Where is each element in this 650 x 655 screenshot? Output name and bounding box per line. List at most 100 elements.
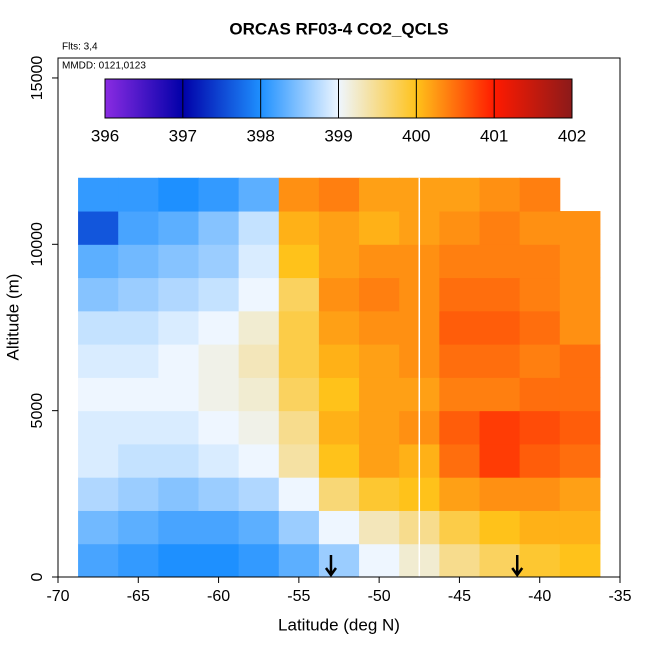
heat-cell bbox=[359, 310, 400, 345]
heat-cell bbox=[318, 543, 360, 578]
heat-cell bbox=[158, 377, 199, 412]
x-tick-label: -55 bbox=[287, 588, 310, 605]
heat-cell bbox=[278, 344, 320, 378]
heat-cell bbox=[78, 443, 119, 478]
heat-cell bbox=[118, 177, 159, 212]
y-axis-label: Altitude (m) bbox=[3, 274, 22, 361]
colorbar-tick-label: 397 bbox=[169, 126, 197, 145]
heat-cell bbox=[198, 177, 240, 212]
heat-cell bbox=[559, 344, 601, 378]
heat-cell bbox=[118, 510, 159, 545]
heat-cell bbox=[439, 344, 480, 378]
heat-cell bbox=[559, 410, 601, 445]
x-tick-label: -50 bbox=[368, 588, 391, 605]
heat-cell bbox=[78, 310, 119, 345]
heat-cell bbox=[559, 377, 601, 412]
heat-cell bbox=[359, 277, 400, 312]
heat-cell bbox=[78, 177, 119, 212]
heat-cell bbox=[78, 277, 119, 312]
heat-cell bbox=[519, 177, 561, 212]
heat-cell bbox=[439, 211, 480, 245]
colorbar-tick-label: 401 bbox=[480, 126, 508, 145]
heat-cell bbox=[519, 344, 561, 378]
heat-cell bbox=[118, 543, 159, 578]
heat-cell bbox=[519, 443, 561, 478]
heat-cell bbox=[78, 377, 119, 412]
colorbar-tick-label: 400 bbox=[402, 126, 430, 145]
heat-cell bbox=[559, 277, 601, 312]
heat-cell bbox=[559, 510, 601, 545]
heat-cell bbox=[318, 344, 360, 378]
heat-cell bbox=[479, 344, 521, 378]
colorbar-segment bbox=[182, 79, 262, 118]
heat-cell bbox=[198, 244, 240, 279]
heat-cell bbox=[118, 310, 159, 345]
colorbar-segment bbox=[105, 79, 184, 118]
colorbar-segment bbox=[260, 79, 339, 118]
heat-cell bbox=[519, 510, 561, 545]
heat-cell bbox=[479, 510, 521, 545]
heat-cell bbox=[238, 443, 280, 478]
heat-cell bbox=[158, 344, 199, 378]
chart-title: ORCAS RF03-4 CO2_QCLS bbox=[229, 19, 448, 38]
heat-cell bbox=[198, 477, 240, 511]
heat-cell bbox=[78, 344, 119, 378]
heat-cell bbox=[78, 477, 119, 511]
heat-cell bbox=[359, 177, 400, 212]
heat-cell bbox=[479, 277, 521, 312]
heat-cell bbox=[559, 543, 601, 578]
heat-cell bbox=[278, 477, 320, 511]
heat-cell bbox=[318, 177, 360, 212]
heat-cell bbox=[118, 277, 159, 312]
heat-cell bbox=[559, 244, 601, 279]
heat-cell bbox=[238, 211, 280, 245]
heat-cell bbox=[198, 310, 240, 345]
colorbar-tick-label: 402 bbox=[558, 126, 586, 145]
heat-cell bbox=[359, 543, 400, 578]
heat-cell bbox=[439, 377, 480, 412]
heat-cell bbox=[198, 443, 240, 478]
heat-cell bbox=[158, 244, 199, 279]
heat-cell bbox=[318, 310, 360, 345]
heat-cell bbox=[318, 477, 360, 511]
heat-cell bbox=[198, 344, 240, 378]
heat-cell bbox=[118, 244, 159, 279]
annotation: Flts: 3,4 bbox=[62, 42, 98, 53]
heat-cell bbox=[118, 344, 159, 378]
heat-cell bbox=[519, 310, 561, 345]
heat-cell bbox=[318, 277, 360, 312]
heat-cell bbox=[479, 443, 521, 478]
heat-cell bbox=[278, 310, 320, 345]
heat-cell bbox=[198, 510, 240, 545]
heat-cell bbox=[158, 543, 199, 578]
heat-cell bbox=[278, 377, 320, 412]
heat-cell bbox=[118, 410, 159, 445]
heat-cell bbox=[78, 543, 119, 578]
heat-cell bbox=[479, 477, 521, 511]
y-tick-label: 5000 bbox=[29, 393, 46, 429]
heat-cell bbox=[519, 244, 561, 279]
heat-cell bbox=[359, 211, 400, 245]
heat-cell bbox=[198, 211, 240, 245]
arrow bbox=[511, 555, 524, 578]
heat-cell bbox=[359, 344, 400, 378]
heat-cell bbox=[439, 277, 480, 312]
colorbar-segment bbox=[494, 79, 573, 118]
heat-cell bbox=[198, 410, 240, 445]
heat-cell bbox=[238, 177, 280, 212]
heat-cell bbox=[238, 410, 280, 445]
heat-cell bbox=[439, 443, 480, 478]
heat-cell bbox=[238, 244, 280, 279]
heat-cell bbox=[278, 244, 320, 279]
heat-cell bbox=[439, 510, 480, 545]
heat-cell bbox=[318, 377, 360, 412]
heat-cell bbox=[479, 177, 521, 212]
plot-frame bbox=[57, 57, 621, 578]
heat-cell bbox=[479, 410, 521, 445]
heat-cell bbox=[158, 477, 199, 511]
colorbar-tick-label: 398 bbox=[246, 126, 274, 145]
heat-cell bbox=[118, 211, 159, 245]
y-tick-label: 10000 bbox=[29, 222, 46, 267]
heat-cell bbox=[278, 177, 320, 212]
